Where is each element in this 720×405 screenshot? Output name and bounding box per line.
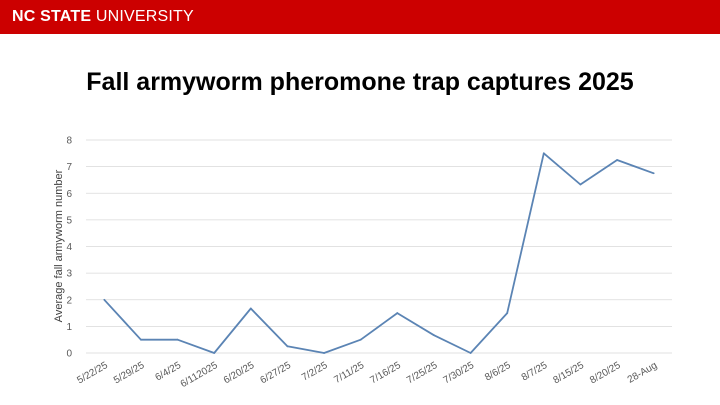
y-tick-label: 4 — [66, 242, 72, 253]
y-tick-label: 8 — [66, 136, 72, 147]
x-tick-label: 6/27/25 — [259, 360, 294, 386]
series-line — [103, 152, 655, 354]
y-tick-label: 5 — [66, 215, 72, 226]
data-point — [396, 312, 399, 314]
y-tick-label: 2 — [66, 295, 72, 306]
logo-bold-text: NC STATE — [12, 8, 92, 25]
data-point — [433, 334, 435, 337]
logo-light-text: UNIVERSITY — [95, 8, 194, 25]
x-tick-label: 5/22/25 — [75, 360, 110, 386]
data-point — [286, 345, 289, 348]
data-point — [652, 172, 655, 175]
x-tick-label: 6/20/25 — [222, 360, 257, 386]
data-point — [213, 352, 216, 354]
y-axis-label: Average fall armyworm number — [53, 169, 65, 322]
x-tick-label: 8/6/25 — [483, 360, 513, 384]
x-tick-label: 7/25/25 — [405, 360, 440, 386]
data-point — [579, 183, 582, 186]
x-tick-label: 28-Aug — [626, 360, 659, 386]
y-tick-label: 1 — [66, 322, 72, 333]
data-point — [469, 352, 472, 354]
y-axis-ticks: 0 1 2 3 4 5 6 7 8 — [66, 136, 72, 360]
x-tick-label: 8/15/25 — [552, 360, 587, 386]
data-point — [506, 312, 509, 314]
data-point — [323, 352, 325, 354]
x-tick-label: 7/11/25 — [332, 360, 366, 386]
x-tick-label: 7/30/25 — [442, 360, 477, 386]
data-point — [542, 152, 545, 155]
x-axis-ticks: 5/22/25 5/29/25 6/4/256/112025 6/20/25 6/27/… — [75, 360, 659, 390]
header-banner: NC STATE UNIVERSITY — [0, 0, 720, 34]
y-tick-label: 7 — [66, 162, 72, 173]
data-point — [140, 338, 142, 341]
x-tick-label: 6/112025 — [179, 360, 220, 390]
data-point — [176, 338, 179, 341]
y-tick-label: 6 — [66, 189, 72, 200]
data-point — [249, 307, 252, 310]
data-point — [616, 159, 618, 161]
x-tick-label: 7/2/25 — [300, 360, 330, 384]
y-tick-label: 3 — [66, 269, 72, 280]
series-line-layer — [103, 152, 655, 354]
slide-title: Fall armyworm pheromone trap captures 20… — [86, 68, 634, 96]
university-logo: NC STATE UNIVERSITY — [12, 8, 194, 26]
x-tick-label: 8/7/25 — [520, 360, 550, 384]
x-tick-label: 5/29/25 — [112, 360, 147, 386]
x-tick-label: 7/16/25 — [368, 360, 403, 386]
y-tick-label: 0 — [66, 349, 72, 360]
gridlines — [86, 139, 672, 354]
data-point — [103, 298, 106, 301]
x-tick-label: 8/20/25 — [588, 360, 623, 386]
data-point — [359, 338, 362, 341]
